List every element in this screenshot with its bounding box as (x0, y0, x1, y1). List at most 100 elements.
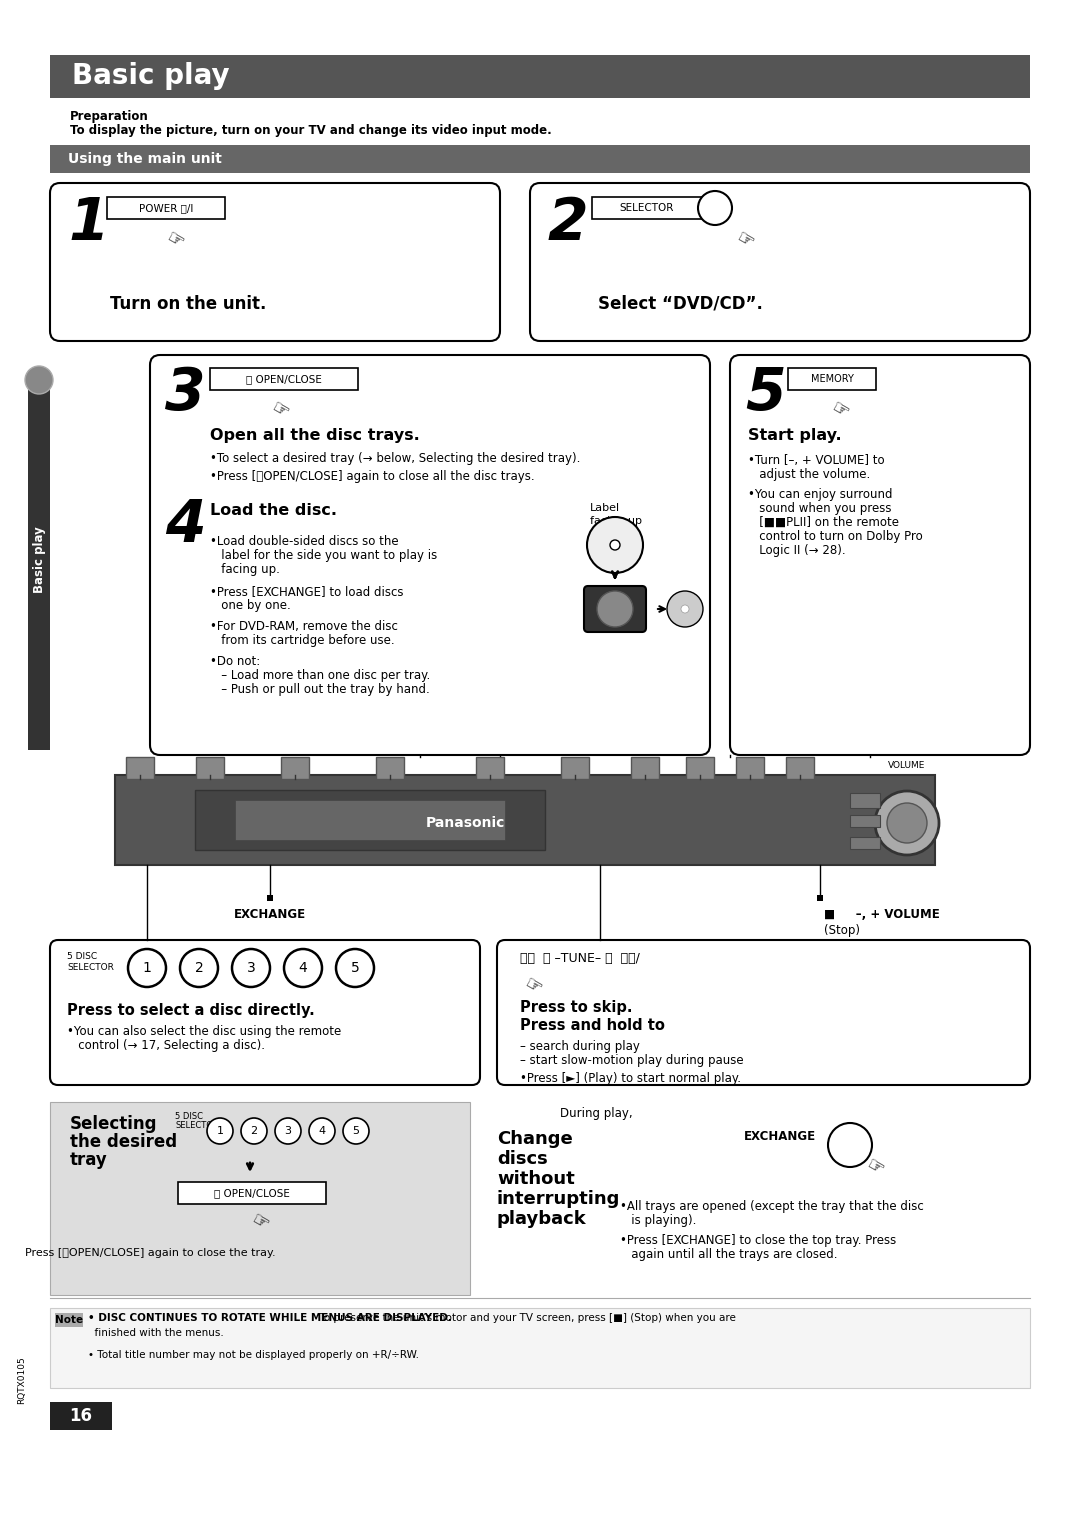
Bar (55, 1313, 83, 1327)
Text: ☞: ☞ (519, 974, 544, 999)
Text: MEMORY: MEMORY (811, 374, 853, 383)
Text: •Load double-sided discs so the: •Load double-sided discs so the (210, 534, 399, 548)
Circle shape (698, 191, 732, 224)
Bar (50, 1309, 1030, 1388)
Bar (476, 757, 504, 779)
Text: Label
facing up: Label facing up (590, 502, 642, 527)
Text: is playing).: is playing). (620, 1214, 697, 1228)
Text: •Press [EXCHANGE] to load discs: •Press [EXCHANGE] to load discs (210, 585, 404, 599)
Text: SELECTOR: SELECTOR (620, 203, 674, 212)
Bar (850, 837, 880, 849)
Text: To preserve the unit’s motor and your TV screen, press [■] (Stop) when you are: To preserve the unit’s motor and your TV… (315, 1313, 735, 1322)
Text: •Do not:: •Do not: (210, 655, 260, 667)
Text: facing up.: facing up. (210, 563, 280, 576)
Text: (Stop): (Stop) (824, 924, 860, 938)
Text: 1: 1 (68, 195, 109, 252)
Text: 5: 5 (351, 960, 360, 976)
Circle shape (309, 1118, 335, 1144)
Circle shape (25, 366, 53, 394)
Text: 5: 5 (745, 365, 785, 421)
Text: one by one.: one by one. (210, 599, 291, 612)
Bar (114, 776, 935, 864)
FancyBboxPatch shape (497, 941, 1030, 1086)
Text: Panasonic: Panasonic (426, 815, 504, 831)
Text: 2: 2 (251, 1125, 257, 1136)
Text: Press to skip.: Press to skip. (519, 1000, 633, 1015)
Text: ☞: ☞ (827, 399, 852, 423)
FancyBboxPatch shape (730, 354, 1030, 754)
Circle shape (887, 803, 927, 843)
Circle shape (284, 948, 322, 986)
Bar (850, 815, 880, 828)
Text: adjust the volume.: adjust the volume. (748, 467, 870, 481)
Text: •All trays are opened (except the tray that the disc: •All trays are opened (except the tray t… (620, 1200, 923, 1212)
Bar (592, 197, 702, 218)
Circle shape (875, 791, 939, 855)
Bar (195, 757, 224, 779)
Bar (50, 55, 1030, 98)
Text: ☞: ☞ (163, 228, 187, 253)
Bar (281, 757, 309, 779)
Text: from its cartridge before use.: from its cartridge before use. (210, 634, 394, 647)
Bar (850, 793, 880, 808)
Text: ■     –, + VOLUME: ■ –, + VOLUME (824, 909, 940, 921)
Bar (126, 757, 154, 779)
Text: Press and hold to: Press and hold to (519, 1019, 665, 1032)
Text: Selecting: Selecting (70, 1115, 158, 1133)
Circle shape (207, 1118, 233, 1144)
Bar (210, 368, 357, 389)
Bar (28, 370, 50, 750)
Text: ⏮⏭  ⓥ –TUNE– ⓠ  ⏮⏭/: ⏮⏭ ⓥ –TUNE– ⓠ ⏮⏭/ (519, 951, 639, 965)
Text: Turn on the unit.: Turn on the unit. (110, 295, 267, 313)
Text: ☞: ☞ (268, 399, 293, 423)
Text: •You can also select the disc using the remote: •You can also select the disc using the … (67, 1025, 341, 1038)
Text: •Press [EXCHANGE] to close the top tray. Press: •Press [EXCHANGE] to close the top tray.… (620, 1234, 896, 1248)
Text: • Total title number may not be displayed properly on +R/÷RW.: • Total title number may not be displaye… (87, 1350, 419, 1361)
Text: 3: 3 (246, 960, 255, 976)
Text: •Press [►] (Play) to start normal play.: •Press [►] (Play) to start normal play. (519, 1072, 741, 1086)
Text: discs: discs (497, 1150, 548, 1168)
Text: tray: tray (70, 1151, 108, 1170)
Text: •Press [⏶OPEN/CLOSE] again to close all the disc trays.: •Press [⏶OPEN/CLOSE] again to close all … (210, 470, 535, 483)
Bar (786, 757, 814, 779)
Bar (631, 757, 659, 779)
Circle shape (275, 1118, 301, 1144)
Circle shape (180, 948, 218, 986)
FancyBboxPatch shape (530, 183, 1030, 341)
Text: 2: 2 (548, 195, 589, 252)
Text: ☞: ☞ (732, 228, 757, 253)
Text: •You can enjoy surround: •You can enjoy surround (748, 489, 892, 501)
Text: 4: 4 (299, 960, 308, 976)
Circle shape (828, 1122, 872, 1167)
Circle shape (232, 948, 270, 986)
Text: 4: 4 (319, 1125, 325, 1136)
Text: control (→ 17, Selecting a disc).: control (→ 17, Selecting a disc). (67, 1038, 265, 1052)
Circle shape (336, 948, 374, 986)
Text: ⏶ OPEN/CLOSE: ⏶ OPEN/CLOSE (214, 1188, 289, 1199)
Text: During play,: During play, (561, 1107, 633, 1119)
Text: – Push or pull out the tray by hand.: – Push or pull out the tray by hand. (210, 683, 430, 696)
Bar (195, 789, 545, 851)
Bar (735, 757, 764, 779)
Text: control to turn on Dolby Pro: control to turn on Dolby Pro (748, 530, 922, 544)
Circle shape (610, 541, 620, 550)
Text: Start play.: Start play. (748, 428, 841, 443)
Text: SELECTOR: SELECTOR (67, 964, 113, 973)
Text: EXCHANGE: EXCHANGE (744, 1130, 816, 1144)
Text: •To select a desired tray (→ below, Selecting the desired tray).: •To select a desired tray (→ below, Sele… (210, 452, 580, 466)
Text: To display the picture, turn on your TV and change its video input mode.: To display the picture, turn on your TV … (70, 124, 552, 137)
Circle shape (129, 948, 166, 986)
Text: 5 DISC: 5 DISC (67, 951, 97, 960)
Text: Basic play: Basic play (72, 63, 230, 90)
Circle shape (343, 1118, 369, 1144)
Text: Open all the disc trays.: Open all the disc trays. (210, 428, 420, 443)
Bar (561, 757, 589, 779)
Text: Note: Note (55, 1315, 83, 1325)
Bar (107, 197, 225, 218)
Text: – start slow-motion play during pause: – start slow-motion play during pause (519, 1054, 744, 1067)
Text: 1: 1 (143, 960, 151, 976)
Text: again until all the trays are closed.: again until all the trays are closed. (620, 1248, 837, 1261)
FancyBboxPatch shape (584, 586, 646, 632)
Text: •Turn [–, + VOLUME] to: •Turn [–, + VOLUME] to (748, 454, 885, 467)
Text: 1: 1 (216, 1125, 224, 1136)
